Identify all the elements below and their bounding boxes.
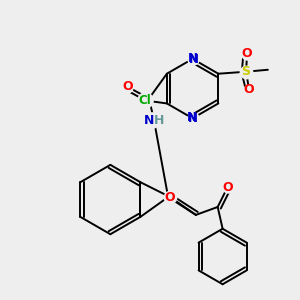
Text: O: O xyxy=(122,80,133,93)
Text: N: N xyxy=(187,111,196,124)
Text: H: H xyxy=(154,114,164,127)
Text: N: N xyxy=(188,112,198,125)
Text: S: S xyxy=(242,65,250,78)
Text: N: N xyxy=(188,52,198,65)
Text: N: N xyxy=(144,114,154,127)
Text: O: O xyxy=(242,47,252,60)
Text: O: O xyxy=(165,190,176,204)
Text: O: O xyxy=(244,83,254,96)
Text: O: O xyxy=(222,181,233,194)
Text: Cl: Cl xyxy=(139,94,152,107)
Text: N: N xyxy=(189,53,199,66)
